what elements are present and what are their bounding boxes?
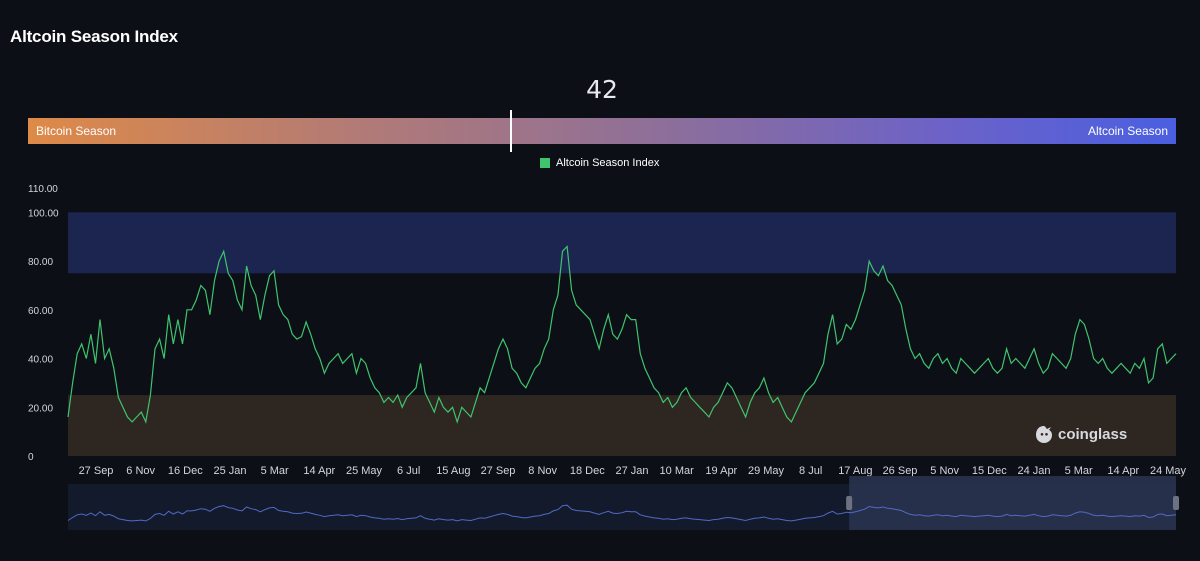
x-tick-label: 18 Dec	[570, 465, 605, 477]
bitcoin-season-label: Bitcoin Season	[36, 124, 117, 138]
coinglass-logo-icon	[1036, 426, 1052, 443]
gauge-marker	[510, 110, 513, 152]
y-tick-label: 100.00	[28, 208, 59, 219]
x-tick-label: 25 May	[346, 465, 383, 477]
x-tick-label: 15 Aug	[436, 465, 470, 477]
series-line-altcoin-season-index	[67, 245, 1177, 424]
x-tick-label: 6 Nov	[126, 465, 155, 477]
altcoin-season-label: Altcoin Season	[1087, 124, 1168, 138]
bitcoin-season-band	[68, 395, 1176, 456]
x-tick-label: 26 Sep	[883, 465, 918, 477]
index-value: 42	[586, 75, 618, 104]
x-tick-label: 27 Sep	[79, 465, 114, 477]
x-tick-label: 10 Mar	[660, 465, 695, 477]
x-tick-label: 5 Mar	[1065, 465, 1093, 477]
y-tick-label: 110.00	[28, 184, 58, 195]
y-tick-label: 20.00	[28, 403, 53, 414]
coinglass-watermark: coinglass	[1036, 426, 1127, 443]
x-tick-label: 8 Nov	[528, 465, 557, 477]
legend-label: Altcoin Season Index	[556, 157, 660, 169]
x-tick-label: 19 Apr	[705, 465, 737, 477]
x-tick-label: 5 Nov	[930, 465, 959, 477]
navigator-background[interactable]	[68, 484, 1176, 530]
y-tick-label: 60.00	[28, 306, 53, 317]
x-tick-label: 8 Jul	[799, 465, 822, 477]
x-tick-label: 5 Mar	[261, 465, 289, 477]
legend-swatch	[540, 158, 550, 168]
season-gauge-bar: Bitcoin Season Altcoin Season	[28, 110, 1176, 152]
range-navigator[interactable]	[67, 476, 1179, 530]
x-tick-label: 24 May	[1150, 465, 1187, 477]
y-tick-label: 0	[28, 452, 34, 463]
x-tick-label: 17 Aug	[838, 465, 872, 477]
x-tick-label: 29 May	[748, 465, 785, 477]
watermark-text: coinglass	[1058, 426, 1127, 443]
altcoin-season-band	[68, 212, 1176, 274]
chart-legend[interactable]: Altcoin Season Index	[540, 157, 659, 169]
x-tick-label: 25 Jan	[213, 465, 246, 477]
navigator-selection[interactable]	[849, 476, 1176, 530]
x-tick-label: 6 Jul	[397, 465, 420, 477]
x-tick-label: 14 Apr	[1107, 465, 1139, 477]
x-tick-label: 16 Dec	[168, 465, 203, 477]
y-tick-label: 40.00	[28, 355, 53, 366]
x-tick-label: 24 Jan	[1017, 465, 1050, 477]
navigator-right-handle[interactable]	[1173, 496, 1179, 510]
x-tick-label: 27 Jan	[615, 465, 648, 477]
navigator-left-handle[interactable]	[846, 496, 853, 510]
y-tick-label: 80.00	[28, 257, 53, 268]
x-tick-label: 14 Apr	[303, 465, 335, 477]
x-tick-label: 27 Sep	[481, 465, 516, 477]
page-title: Altcoin Season Index	[10, 27, 178, 46]
x-tick-label: 15 Dec	[972, 465, 1007, 477]
